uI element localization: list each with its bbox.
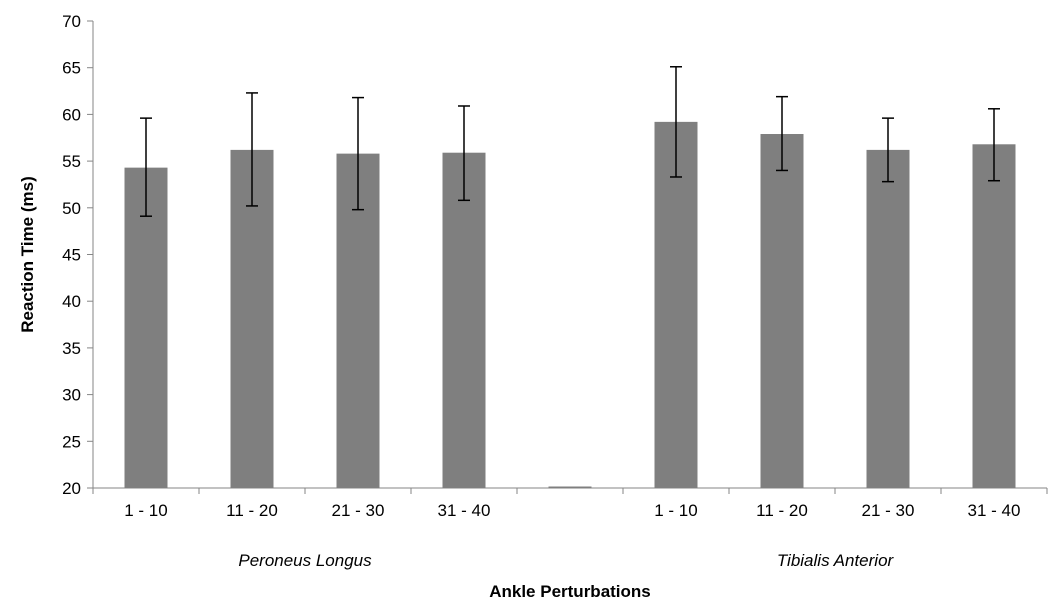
y-tick-label: 70 — [62, 12, 81, 31]
x-tick-label: 21 - 30 — [332, 501, 385, 520]
bar — [124, 167, 168, 488]
x-tick-label: 31 - 40 — [968, 501, 1021, 520]
x-tick-label: 11 - 20 — [226, 501, 278, 520]
group-label: Peroneus Longus — [238, 551, 372, 570]
bar — [866, 149, 910, 488]
category-labels: 1 - 10 11 - 20 21 - 30 31 - 40 1 - 10 11 - 20… — [124, 501, 1020, 520]
x-tick-label: 1 - 10 — [124, 501, 167, 520]
bar — [654, 121, 698, 488]
y-tick-label: 40 — [62, 292, 81, 311]
y-tick-label: 20 — [62, 479, 81, 498]
y-tick-label: 65 — [62, 59, 81, 78]
x-axis-title: Ankle Perturbations — [489, 582, 651, 601]
y-tick-label: 55 — [62, 152, 81, 171]
y-tick-label: 30 — [62, 386, 81, 405]
bar-series — [124, 121, 1016, 489]
bar — [760, 134, 804, 488]
x-tick-label: 31 - 40 — [438, 501, 491, 520]
group-label: Tibialis Anterior — [777, 551, 895, 570]
y-tick-label: 45 — [62, 246, 81, 265]
y-axis: 20 25 30 35 40 45 50 55 60 65 70 — [62, 12, 94, 498]
x-axis — [92, 487, 1048, 494]
y-tick-label: 60 — [62, 105, 81, 124]
bar — [442, 152, 486, 488]
x-tick-label: 1 - 10 — [654, 501, 697, 520]
bar — [972, 144, 1016, 488]
x-tick-label: 11 - 20 — [756, 501, 808, 520]
group-labels: Peroneus Longus Tibialis Anterior — [238, 551, 894, 570]
y-tick-label: 50 — [62, 199, 81, 218]
x-tick-label: 21 - 30 — [862, 501, 915, 520]
y-axis-title: Reaction Time (ms) — [18, 176, 37, 333]
y-tick-label: 25 — [62, 432, 81, 451]
error-bars — [140, 66, 1000, 217]
y-tick-label: 35 — [62, 339, 81, 358]
